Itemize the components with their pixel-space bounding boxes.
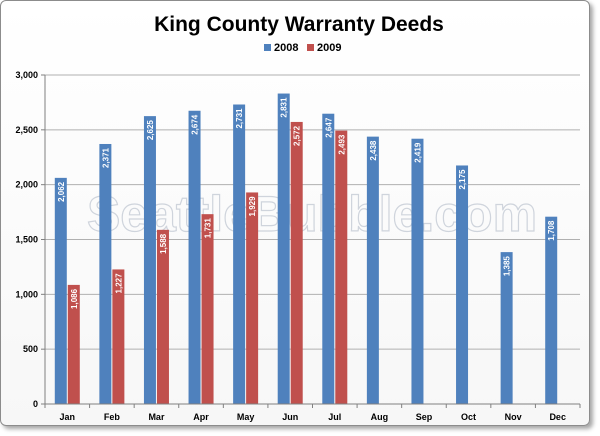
data-label-2008-Oct: 2,175: [458, 169, 467, 190]
legend-swatch-2009: [307, 44, 314, 51]
y-axis-tick-labels: 0 500 1,000 1,500 2,000 2,500 3,000: [15, 70, 38, 409]
x-tick-label-Feb: Feb: [104, 412, 121, 422]
x-tick-label-Oct: Oct: [461, 412, 476, 422]
legend-swatch-2008: [264, 44, 271, 51]
data-label-2009-Apr: 1,731: [204, 218, 213, 239]
data-label-2008-Aug: 2,438: [369, 140, 378, 161]
x-axis-tick-labels: Jan Feb Mar Apr May Jun Jul Aug Sep Oct Nov Dec: [60, 412, 566, 422]
data-label-2008-Dec: 1,708: [547, 220, 556, 241]
data-label-2008-Mar: 2,625: [146, 120, 155, 141]
legend-label-2009: 2009: [317, 42, 341, 54]
bar-2008-Apr: [188, 110, 201, 404]
y-tick-label-1000: 1,000: [15, 289, 38, 299]
bar-2008-Sep: [411, 138, 424, 404]
bar-2009-Mar: [156, 229, 169, 404]
x-tick-label-Mar: Mar: [148, 412, 165, 422]
y-tick-label-1500: 1,500: [15, 235, 38, 245]
y-tick-label-2000: 2,000: [15, 180, 38, 190]
axes: [41, 74, 581, 408]
data-label-2009-May: 1,929: [248, 196, 257, 217]
x-tick-label-Aug: Aug: [371, 412, 389, 422]
bar-2008-Aug: [366, 136, 379, 404]
chart-legend: 2008 2009: [264, 42, 341, 54]
bar-2008-Jul: [322, 113, 335, 404]
x-tick-label-Dec: Dec: [549, 412, 566, 422]
data-label-2009-Jan: 1,086: [70, 288, 79, 309]
data-label-2008-Feb: 2,371: [101, 147, 110, 168]
data-label-2009-Mar: 1,588: [159, 233, 168, 254]
data-label-2008-Nov: 1,385: [503, 256, 512, 277]
data-label-2008-Apr: 2,674: [191, 114, 200, 135]
bar-2008-Jun: [277, 93, 290, 405]
x-tick-label-May: May: [237, 412, 255, 422]
bar-2009-Feb: [112, 269, 125, 404]
data-label-2008-Jul: 2,647: [324, 117, 333, 138]
data-label-2009-Jul: 2,493: [337, 134, 346, 155]
bar-2008-May: [233, 104, 246, 404]
bar-2009-Jul: [335, 130, 348, 404]
bar-2009-Jan: [67, 284, 80, 404]
y-tick-label-3000: 3,000: [15, 70, 38, 80]
legend-label-2008: 2008: [274, 42, 298, 54]
data-label-2008-Jan: 2,062: [57, 181, 66, 202]
x-tick-label-Jul: Jul: [328, 412, 341, 422]
chart-title: King County Warranty Deeds: [154, 13, 444, 36]
data-label-2008-Sep: 2,419: [413, 142, 422, 163]
bar-2009-May: [246, 192, 259, 404]
x-tick-label-Nov: Nov: [505, 412, 522, 422]
y-tick-label-2500: 2,500: [15, 125, 38, 135]
x-tick-label-Jan: Jan: [60, 412, 76, 422]
y-tick-label-500: 500: [23, 344, 38, 354]
bar-2008-Oct: [456, 165, 469, 404]
bar-2009-Apr: [201, 214, 214, 404]
x-tick-label-Apr: Apr: [193, 412, 209, 422]
bar-2008-Feb: [99, 143, 112, 404]
bar-2008-Dec: [545, 216, 558, 404]
bar-2008-Nov: [500, 252, 513, 404]
data-label-2008-Jun: 2,831: [280, 97, 289, 118]
bars: 2,062 1,086 2,371 1,227 2,625 1,588 2,674 1,731…: [54, 93, 558, 405]
data-label-2008-May: 2,731: [235, 108, 244, 129]
bar-2008-Mar: [143, 116, 156, 404]
bar-2008-Jan: [54, 177, 67, 404]
data-label-2009-Feb: 1,227: [114, 273, 123, 294]
bar-2009-Jun: [290, 121, 303, 405]
data-label-2009-Jun: 2,572: [293, 125, 302, 146]
x-tick-label-Jun: Jun: [282, 412, 298, 422]
y-tick-label-0: 0: [33, 399, 38, 409]
x-tick-label-Sep: Sep: [416, 412, 433, 422]
